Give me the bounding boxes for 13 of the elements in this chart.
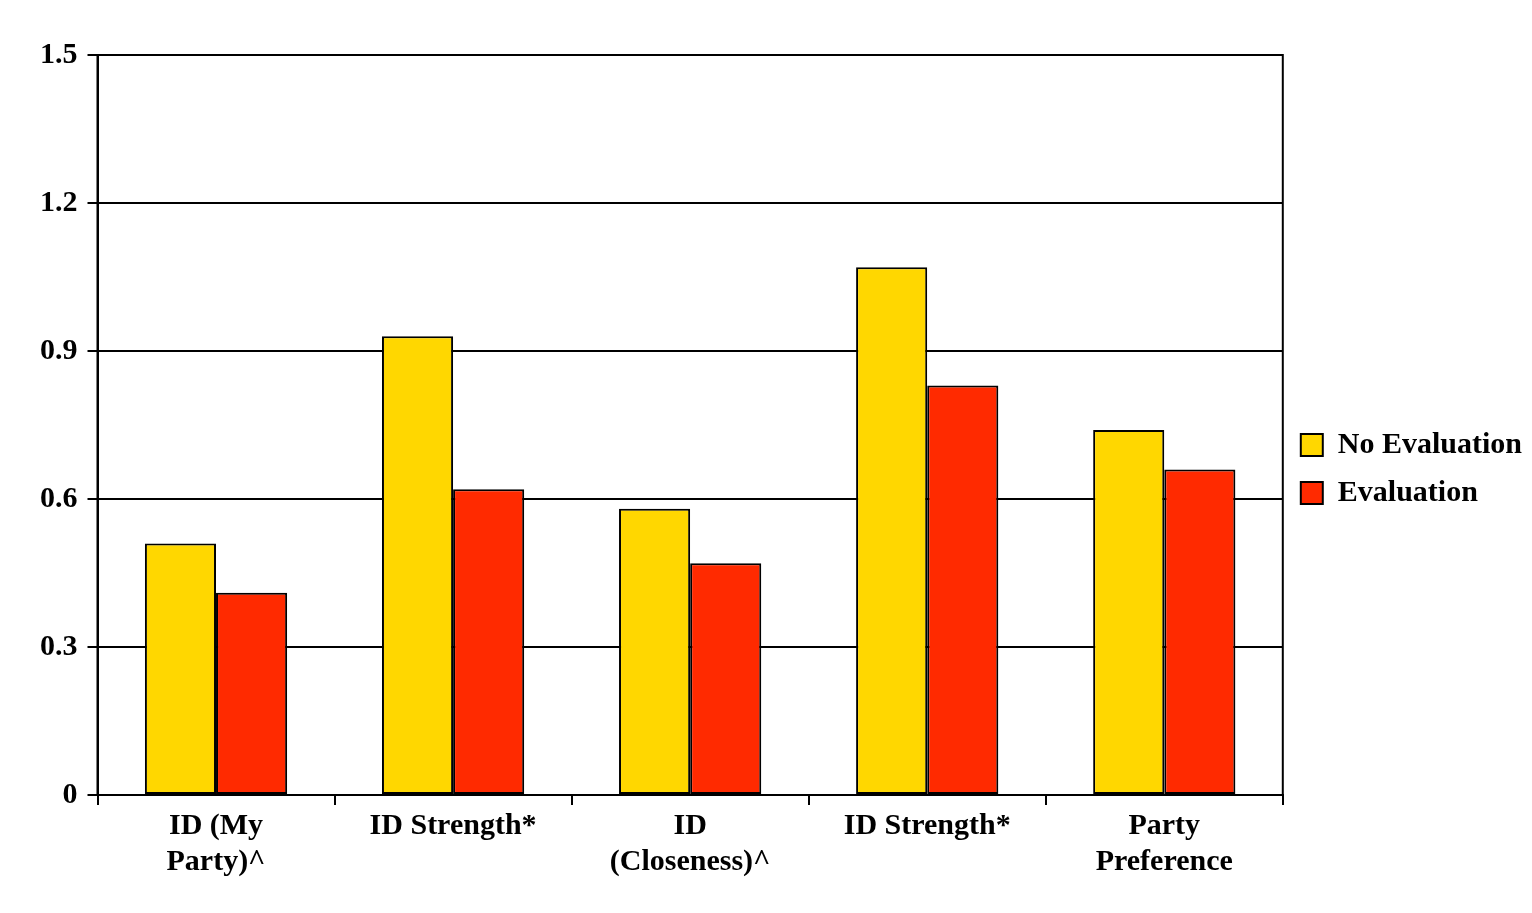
y-tick-label: 0.3 — [40, 627, 78, 661]
x-tick-label: ID (Closeness)^ — [609, 806, 771, 877]
x-tick-label: ID Strength* — [369, 806, 537, 840]
y-tick-label: 1.5 — [40, 35, 78, 69]
x-tick-label: ID Strength* — [843, 806, 1011, 840]
y-tick-label: 0 — [62, 775, 78, 809]
legend-label: No Evaluation — [1337, 425, 1523, 459]
legend-label: Evaluation — [1337, 473, 1479, 507]
y-tick-label: 0.6 — [40, 479, 78, 513]
y-tick-label: 0.9 — [40, 331, 78, 365]
x-tick-label: ID (My Party)^ — [166, 806, 266, 877]
y-tick-label: 1.2 — [40, 183, 78, 217]
x-tick-label: Party Preference — [1095, 806, 1233, 876]
